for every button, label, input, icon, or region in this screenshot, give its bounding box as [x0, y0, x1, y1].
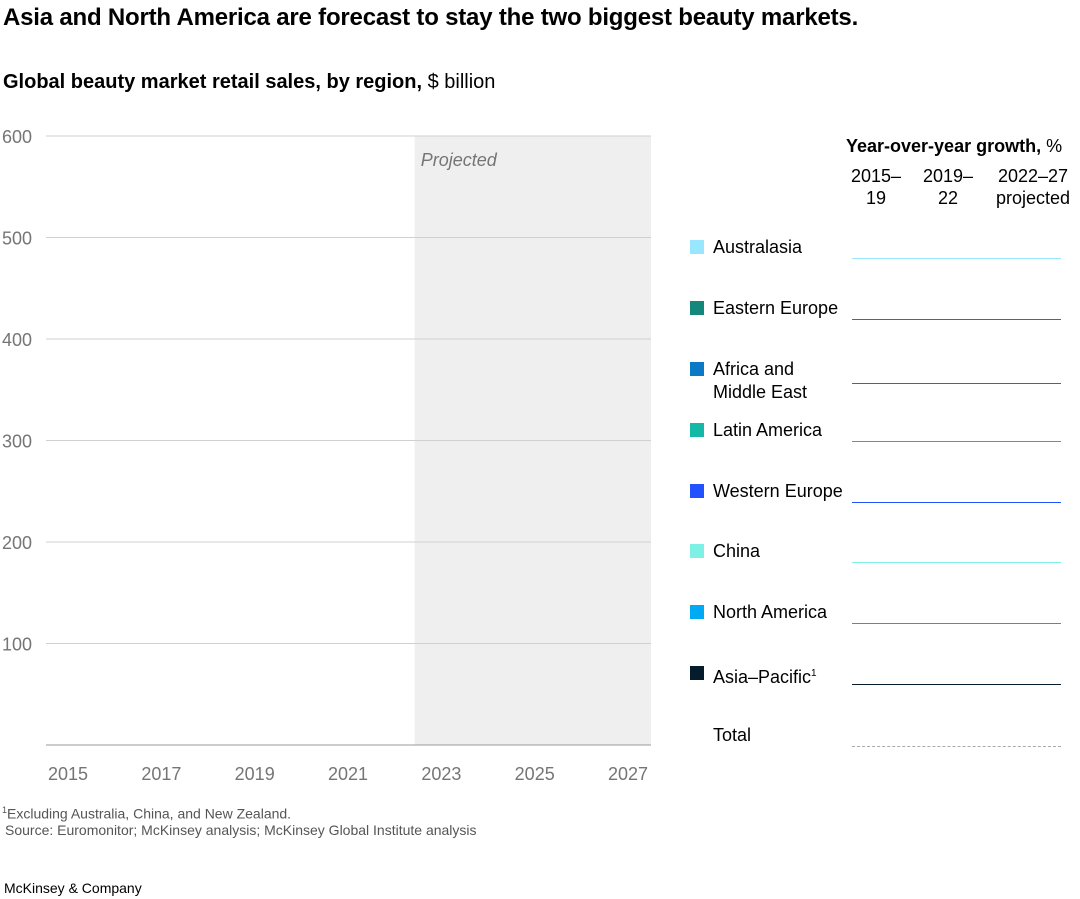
- legend-swatch: [690, 544, 704, 558]
- legend-item: North America: [690, 601, 853, 624]
- y-tick-label: 100: [2, 635, 32, 655]
- chart-subtitle: Global beauty market retail sales, by re…: [3, 71, 495, 94]
- subtitle-bold: Global beauty market retail sales, by re…: [3, 71, 423, 93]
- growth-row-line: [852, 623, 1061, 624]
- brand-logo: McKinsey & Company: [4, 880, 142, 896]
- y-tick-label: 200: [2, 533, 32, 553]
- legend-item: Asia–Pacific1: [690, 662, 853, 689]
- x-tick-label: 2025: [515, 764, 555, 784]
- footnote-text: Excluding Australia, China, and New Zeal…: [7, 805, 292, 822]
- legend-swatch: [690, 240, 704, 254]
- y-tick-label: 400: [2, 330, 32, 350]
- legend-label: Australasia: [713, 237, 803, 257]
- legend-item: Eastern Europe: [690, 297, 853, 320]
- legend-label: Western Europe: [713, 481, 843, 501]
- legend-swatch: [690, 423, 704, 437]
- subtitle-unit: $ billion: [427, 71, 496, 93]
- growth-heading: Year-over-year growth, %: [846, 136, 1062, 157]
- legend-swatch: [690, 484, 704, 498]
- legend-label: Asia–Pacific1: [713, 667, 817, 687]
- footnote: 1Excluding Australia, China, and New Zea…: [2, 805, 291, 822]
- y-tick-label: 300: [2, 432, 32, 452]
- y-tick-label: 500: [2, 229, 32, 249]
- growth-row-line: [852, 502, 1061, 503]
- footnote-mark: 1: [2, 805, 8, 815]
- x-tick-label: 2021: [328, 764, 368, 784]
- legend-label: Eastern Europe: [713, 298, 839, 318]
- legend-swatch: [690, 666, 704, 680]
- legend-item: Latin America: [690, 419, 853, 442]
- legend-label: Latin America: [713, 420, 823, 440]
- x-tick-label: 2027: [608, 764, 648, 784]
- growth-row-line: [852, 562, 1061, 563]
- x-tick-label: 2023: [421, 764, 461, 784]
- legend-swatch: [690, 605, 704, 619]
- x-tick-label: 2017: [141, 764, 181, 784]
- legend-item: Total: [690, 724, 853, 747]
- growth-row-line: [852, 258, 1061, 259]
- legend-label: North America: [713, 602, 828, 622]
- legend-item: China: [690, 540, 853, 563]
- growth-row-line: [852, 383, 1061, 384]
- legend-label: China: [713, 541, 761, 561]
- growth-row-line: [852, 746, 1061, 747]
- area-chart: Projected 100 200 300 400 500 600 2015 2017 2019 2…: [2, 127, 651, 784]
- legend-swatch: [690, 301, 704, 315]
- growth-column-header: 2015– 19: [850, 166, 902, 208]
- growth-column-header: 2022–27 projected: [995, 166, 1071, 208]
- legend-item: Australasia: [690, 236, 853, 259]
- y-tick-label: 600: [2, 127, 32, 147]
- legend-item: Africa and Middle East: [690, 358, 853, 404]
- legend-label: Africa and Middle East: [713, 359, 808, 402]
- growth-row-line: [852, 684, 1061, 685]
- growth-row-line: [852, 319, 1061, 320]
- chart-title: Asia and North America are forecast to s…: [3, 4, 859, 31]
- legend-label: Total: [713, 725, 752, 745]
- growth-column-header: 2019– 22: [922, 166, 974, 208]
- growth-heading-unit: %: [1046, 136, 1063, 156]
- source-note: Source: Euromonitor; McKinsey analysis; …: [5, 822, 477, 838]
- growth-row-line: [852, 441, 1061, 442]
- legend-swatch: [690, 362, 704, 376]
- growth-heading-bold: Year-over-year growth,: [846, 136, 1042, 156]
- x-tick-label: 2015: [48, 764, 88, 784]
- x-tick-label: 2019: [235, 764, 275, 784]
- legend-item: Western Europe: [690, 480, 853, 503]
- projected-label: Projected: [421, 150, 498, 170]
